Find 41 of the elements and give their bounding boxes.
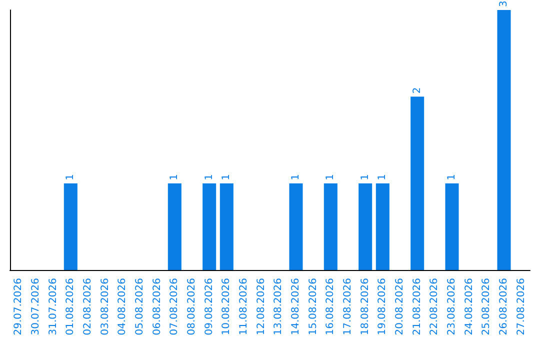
x-tick-label: 05.08.2026 bbox=[134, 278, 146, 336]
x-tick-label: 07.08.2026 bbox=[169, 278, 180, 336]
data-label: 1 bbox=[169, 174, 180, 180]
x-tick-label: 10.08.2026 bbox=[221, 278, 232, 336]
x-tick-label: 04.08.2026 bbox=[117, 278, 128, 336]
x-tick-label: 01.08.2026 bbox=[65, 278, 76, 336]
x-tick-label: 08.08.2026 bbox=[186, 278, 198, 336]
data-label: 1 bbox=[325, 174, 336, 180]
x-tick-label: 06.08.2026 bbox=[152, 278, 163, 336]
x-tick-label: 02.08.2026 bbox=[82, 278, 94, 336]
x-tick-label: 21.08.2026 bbox=[412, 278, 423, 336]
x-tick-label: 26.08.2026 bbox=[498, 278, 510, 336]
data-label: 1 bbox=[290, 174, 302, 180]
x-tick-label: 11.08.2026 bbox=[238, 278, 250, 336]
data-label: 1 bbox=[446, 174, 458, 180]
data-label: 1 bbox=[204, 174, 215, 180]
x-tick-label: 09.08.2026 bbox=[204, 278, 215, 336]
x-tick-label: 18.08.2026 bbox=[360, 278, 371, 336]
data-label: 1 bbox=[377, 174, 388, 180]
x-tick-label: 31.07.2026 bbox=[48, 278, 59, 336]
x-tick-label: 16.08.2026 bbox=[325, 278, 336, 336]
data-label: 1 bbox=[360, 174, 371, 180]
x-tick-label: 15.08.2026 bbox=[308, 278, 319, 336]
x-tick-label: 20.08.2026 bbox=[394, 278, 406, 336]
x-tick-label: 17.08.2026 bbox=[342, 278, 354, 336]
data-label: 2 bbox=[412, 87, 423, 94]
data-label: 1 bbox=[65, 174, 76, 180]
x-tick-label: 03.08.2026 bbox=[100, 278, 111, 336]
x-tick-label: 27.08.2026 bbox=[516, 278, 527, 336]
x-tick-label: 29.07.2026 bbox=[13, 278, 24, 336]
x-tick-label: 22.08.2026 bbox=[429, 278, 440, 336]
x-tick-label: 30.07.2026 bbox=[30, 278, 42, 336]
x-tick-label: 24.08.2026 bbox=[464, 278, 475, 336]
x-tick-label: 14.08.2026 bbox=[290, 278, 302, 336]
x-tick-label: 13.08.2026 bbox=[273, 278, 284, 336]
x-tick-label: 25.08.2026 bbox=[481, 278, 492, 336]
x-tick-label: 12.08.2026 bbox=[256, 278, 267, 336]
x-tick-label: 19.08.2026 bbox=[377, 278, 388, 336]
data-label: 3 bbox=[498, 0, 510, 7]
data-label: 1 bbox=[221, 174, 232, 180]
x-tick-label: 23.08.2026 bbox=[446, 278, 458, 336]
